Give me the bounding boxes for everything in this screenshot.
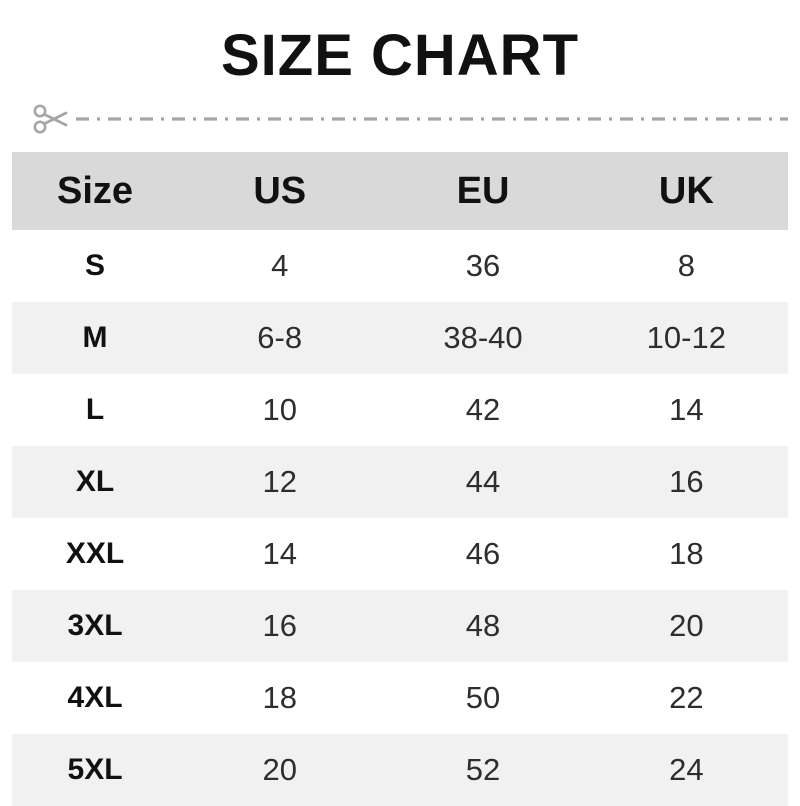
eu-value: 42: [465, 392, 501, 427]
header-cell-size: Size: [12, 152, 179, 230]
uk-value: 14: [669, 392, 704, 427]
us-value: 10: [262, 392, 297, 427]
eu-value: 48: [465, 608, 501, 643]
table-row-s: S 4 36 8: [12, 230, 788, 302]
eu-value: 46: [465, 536, 501, 571]
us-value: 16: [262, 608, 297, 643]
uk-value: 20: [669, 608, 704, 643]
table-row-4xl: 4XL 18 50 22: [12, 662, 788, 734]
dashed-cut-line: [76, 117, 788, 121]
header-cell-eu: EU: [381, 152, 585, 230]
us-value: 4: [271, 248, 289, 283]
size-label: XL: [75, 465, 115, 498]
us-value: 20: [262, 752, 297, 787]
eu-value: 44: [465, 464, 501, 499]
header-cell-uk: UK: [584, 152, 788, 230]
scissors-icon: [33, 104, 68, 134]
cut-line: [32, 100, 788, 138]
size-chart-table: Size US EU UK S 4 36 8 M 6-8 38-40 10-12…: [12, 152, 788, 806]
size-label: 4XL: [67, 681, 123, 714]
table-row-m: M 6-8 38-40 10-12: [12, 302, 788, 374]
table-row-xxl: XXL 14 46 18: [12, 518, 788, 590]
page-title: SIZE CHART: [221, 23, 579, 88]
uk-value: 10-12: [646, 320, 726, 355]
uk-value: 18: [669, 536, 704, 571]
us-value: 18: [262, 680, 297, 715]
table-header-row: Size US EU UK: [12, 152, 788, 230]
us-value: 6-8: [257, 320, 303, 355]
eu-value: 52: [465, 752, 501, 787]
uk-value: 22: [669, 680, 704, 715]
header-cell-us: US: [178, 152, 382, 230]
table-row-l: L 10 42 14: [12, 374, 788, 446]
table-row-5xl: 5XL 20 52 24: [12, 734, 788, 806]
uk-value: 16: [669, 464, 704, 499]
size-label: L: [85, 393, 105, 426]
uk-value: 24: [669, 752, 704, 787]
us-value: 12: [262, 464, 297, 499]
size-label: S: [85, 249, 106, 282]
size-label: XXL: [65, 537, 125, 570]
eu-value: 38-40: [443, 320, 523, 355]
eu-value: 36: [465, 248, 501, 283]
size-label: 5XL: [67, 753, 123, 786]
uk-value: 8: [677, 248, 695, 283]
eu-value: 50: [465, 680, 501, 715]
table-row-xl: XL 12 44 16: [12, 446, 788, 518]
size-label: M: [82, 321, 108, 354]
size-label: 3XL: [67, 609, 123, 642]
us-value: 14: [262, 536, 297, 571]
table-row-3xl: 3XL 16 48 20: [12, 590, 788, 662]
